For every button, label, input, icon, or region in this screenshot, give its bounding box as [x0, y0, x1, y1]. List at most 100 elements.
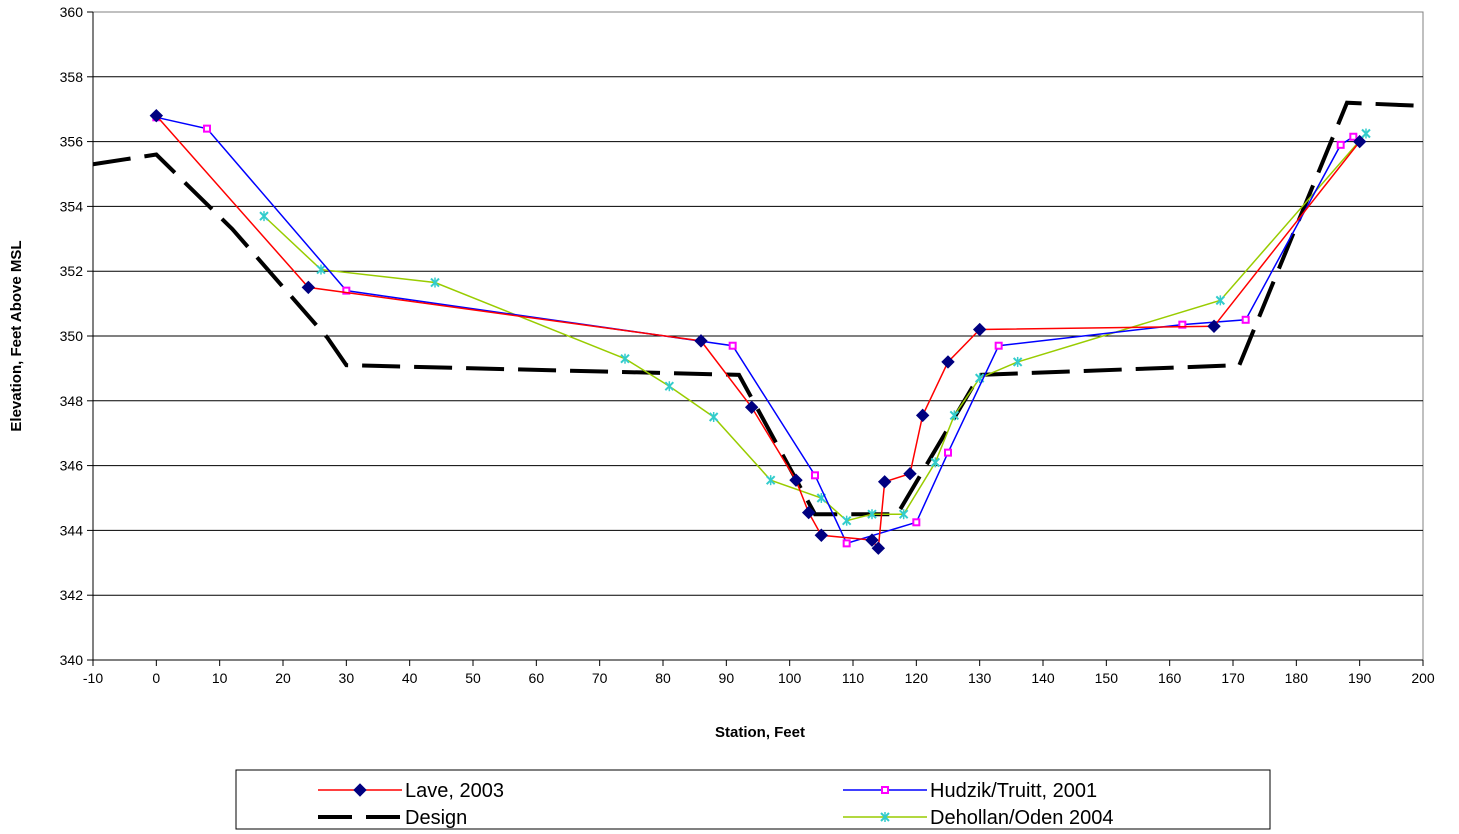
data-point — [1178, 320, 1187, 329]
data-point — [949, 410, 960, 421]
data-point — [789, 473, 803, 487]
data-point — [316, 264, 326, 275]
data-point — [744, 400, 759, 414]
data-point — [865, 533, 879, 547]
data-point — [149, 108, 164, 123]
series-dehollan-oden-2004 — [259, 128, 1371, 526]
data-point — [1349, 132, 1358, 141]
legend-label: Lave, 2003 — [405, 780, 504, 802]
x-tick-label: 50 — [465, 670, 481, 686]
data-point — [898, 509, 909, 520]
legend-entry: Dehollan/Oden 2004 — [843, 807, 1113, 829]
data-point — [1352, 134, 1367, 149]
data-point — [1336, 140, 1345, 149]
x-tick-label: 20 — [275, 670, 291, 686]
data-point — [259, 211, 269, 222]
data-point — [203, 124, 211, 133]
data-point — [765, 475, 776, 486]
legend-entry: Hudzik/Truitt, 2001 — [843, 780, 1097, 802]
y-axis-title: Elevation, Feet Above MSL — [8, 240, 25, 431]
data-point — [694, 334, 708, 348]
x-tick-label: 200 — [1411, 670, 1435, 686]
legend-items: Lave, 2003 Hudzik/Truitt, 2001 Design Dehol… — [318, 780, 1113, 829]
y-tick-label: 346 — [60, 458, 84, 474]
x-tick-label: 90 — [719, 670, 735, 686]
data-point — [1207, 319, 1221, 333]
data-point — [915, 408, 930, 423]
y-tick-label: 354 — [60, 198, 84, 214]
x-tick-label: 130 — [968, 670, 992, 686]
x-tick-label: 60 — [529, 670, 545, 686]
data-point — [941, 355, 955, 369]
data-point — [811, 471, 819, 480]
x-axis-title: Station, Feet — [715, 724, 805, 741]
data-point — [867, 509, 877, 520]
data-point — [930, 457, 941, 468]
gridlines — [93, 76, 1423, 596]
x-tick-label: 110 — [842, 670, 865, 686]
series-lave-2003 — [149, 108, 1367, 555]
legend-label: Dehollan/Oden 2004 — [930, 807, 1113, 829]
x-tick-label: 140 — [1031, 670, 1055, 686]
x-tick-label: -10 — [83, 670, 103, 686]
legend-box — [235, 769, 1271, 830]
legend-label: Hudzik/Truitt, 2001 — [930, 780, 1097, 802]
data-point — [944, 448, 952, 457]
x-tick-label: 10 — [212, 670, 228, 686]
x-tick-label: 150 — [1095, 670, 1119, 686]
x-tick-label: 80 — [655, 670, 671, 686]
x-tick-label: 190 — [1348, 670, 1372, 686]
legend-entry: Design — [318, 807, 467, 829]
data-point — [1361, 128, 1371, 139]
legend-swatch-marker — [353, 783, 367, 797]
data-point — [301, 280, 316, 295]
data-point — [1215, 295, 1226, 306]
data-point — [871, 541, 886, 555]
data-point — [841, 515, 852, 526]
y-tick-label: 360 — [60, 4, 84, 20]
x-tick-label: 170 — [1221, 670, 1245, 686]
legend-swatch-marker — [880, 812, 890, 822]
series-line — [155, 115, 1361, 551]
x-tick-label: 30 — [339, 670, 355, 686]
y-tick-label: 352 — [60, 263, 84, 279]
data-point — [903, 466, 917, 481]
x-tick-label: 100 — [778, 670, 802, 686]
legend-swatch-marker — [881, 786, 889, 794]
data-point — [842, 539, 851, 548]
data-point — [708, 412, 719, 422]
x-tick-label: 40 — [402, 670, 418, 686]
data-point — [877, 475, 892, 489]
data-point — [912, 518, 921, 527]
tick-labels: 340 342 344 346 348 350 352 354 356 358 360 -10 0 10 2… — [60, 4, 1435, 686]
data-point — [1241, 315, 1250, 324]
y-tick-label: 348 — [60, 393, 84, 409]
legend: Lave, 2003 Hudzik/Truitt, 2001 Design Dehol… — [235, 769, 1271, 830]
x-tick-label: 70 — [592, 670, 608, 686]
y-tick-label: 356 — [60, 134, 84, 150]
x-tick-label: 120 — [905, 670, 929, 686]
data-point — [430, 277, 440, 288]
y-tick-label: 350 — [60, 328, 84, 344]
data-point — [664, 381, 675, 392]
data-point — [1012, 356, 1023, 367]
axes — [87, 11, 1424, 666]
data-point — [994, 341, 1003, 350]
series-hudzik-truitt-2001 — [152, 113, 1358, 548]
x-tick-label: 0 — [152, 670, 160, 686]
y-tick-label: 340 — [60, 652, 84, 668]
x-tick-label: 160 — [1158, 670, 1182, 686]
data-point — [972, 322, 987, 337]
y-tick-label: 358 — [60, 69, 84, 85]
legend-label: Design — [405, 807, 467, 829]
data-point — [342, 286, 351, 295]
data-point — [728, 341, 737, 350]
y-tick-label: 342 — [60, 587, 84, 603]
y-tick-label: 344 — [60, 522, 84, 538]
series-layer — [92, 100, 1424, 555]
x-tick-label: 180 — [1285, 670, 1309, 686]
data-point — [814, 528, 829, 542]
data-point — [801, 505, 816, 520]
legend-entry: Lave, 2003 — [318, 780, 504, 802]
